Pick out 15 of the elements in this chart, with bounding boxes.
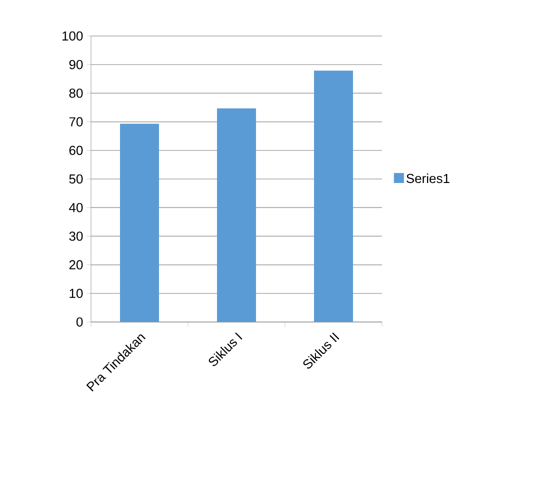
y-tick-label: 0 xyxy=(76,317,83,327)
y-tick-label: 80 xyxy=(69,88,83,98)
y-tick-label: 60 xyxy=(69,146,83,155)
bar xyxy=(120,124,159,322)
y-tick-label: 30 xyxy=(69,232,83,241)
y-tick-label: 50 xyxy=(69,174,83,184)
bar xyxy=(314,70,353,322)
y-tick-label: 20 xyxy=(69,260,83,270)
y-tick-label: 100 xyxy=(62,31,83,41)
y-tick-label: 90 xyxy=(69,60,83,70)
bar xyxy=(217,108,256,322)
y-tick-label: 70 xyxy=(69,117,83,126)
legend-label: Series1 xyxy=(406,174,450,184)
y-tick-label: 40 xyxy=(69,202,83,212)
y-tick-label: 10 xyxy=(70,288,83,298)
